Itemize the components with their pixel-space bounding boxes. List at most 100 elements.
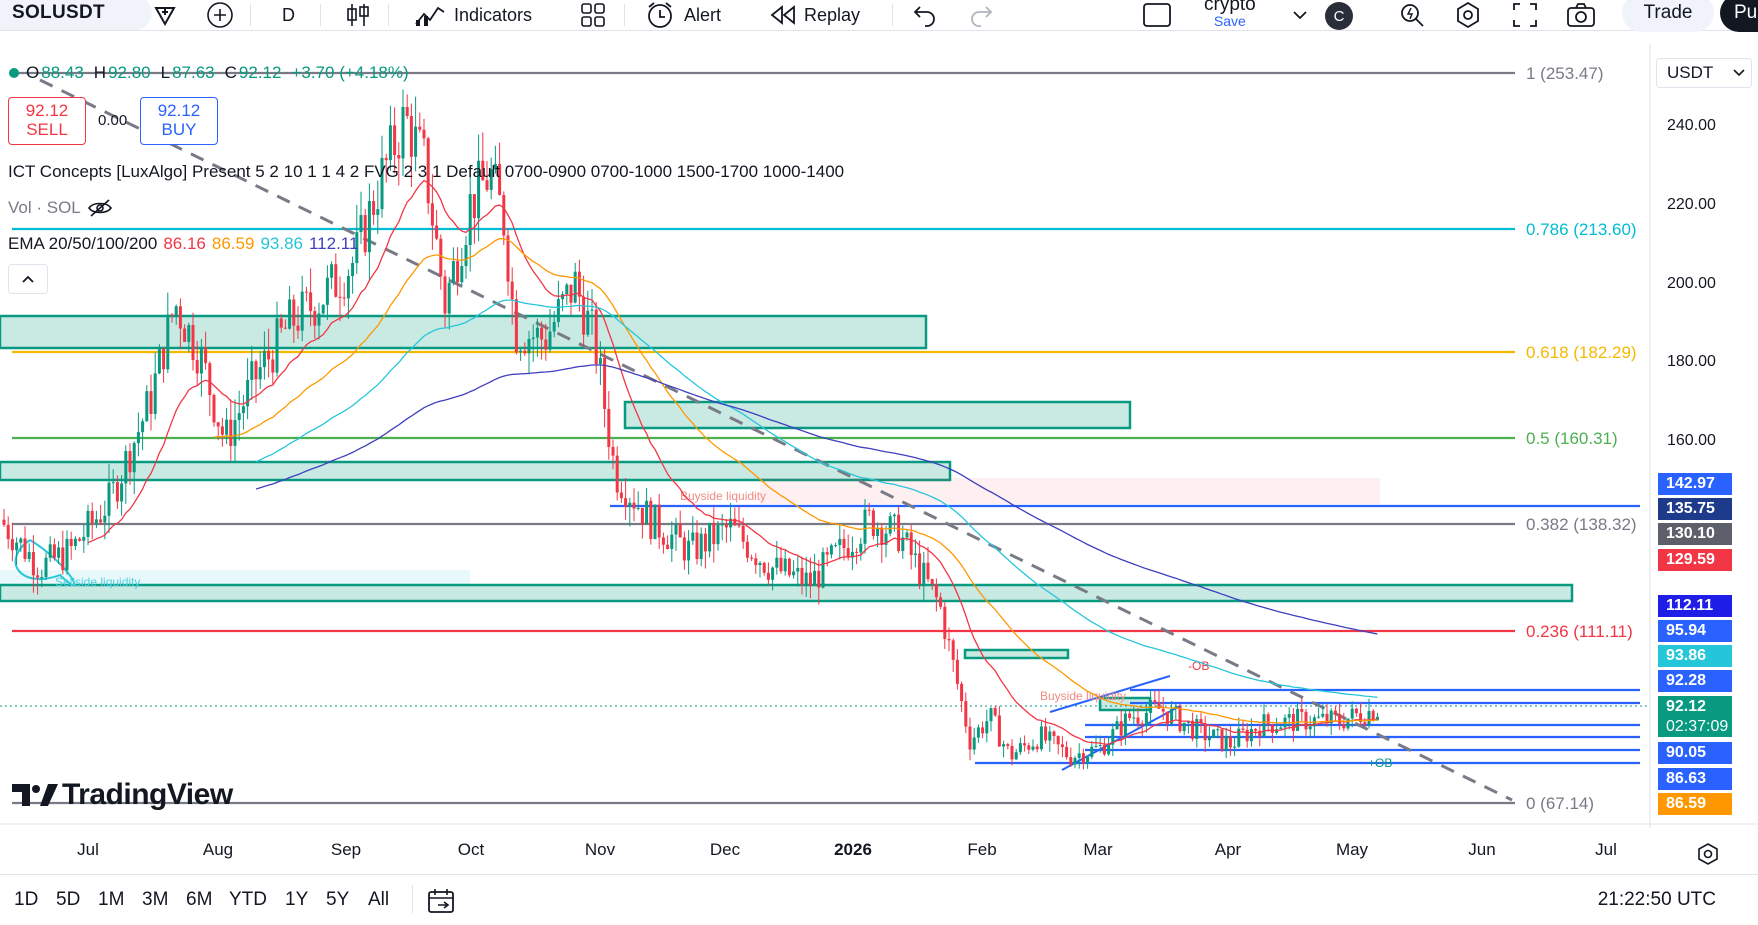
legend-collapse-button[interactable] bbox=[8, 264, 48, 294]
candle-body bbox=[913, 553, 917, 555]
candle-body bbox=[678, 523, 682, 538]
candle-body bbox=[157, 348, 161, 374]
candle-body bbox=[338, 296, 342, 298]
candle-body bbox=[1069, 757, 1073, 765]
candle-body bbox=[195, 360, 199, 374]
candle-body bbox=[1338, 714, 1342, 724]
range-1m-button[interactable]: 1M bbox=[98, 889, 125, 910]
range-3m-button[interactable]: 3M bbox=[142, 889, 169, 910]
goto-date-calendar-icon[interactable] bbox=[426, 887, 456, 920]
candle-body bbox=[918, 553, 922, 585]
eye-hidden-icon[interactable] bbox=[87, 198, 113, 218]
candle-body bbox=[128, 451, 132, 473]
trade-button[interactable]: Trade bbox=[1622, 0, 1714, 32]
candle-body bbox=[1304, 711, 1308, 730]
layout-name-button[interactable]: crypto Save bbox=[1204, 0, 1256, 28]
indicator-legend-ema[interactable]: EMA 20/50/100/200 86.16 86.59 93.86 112.… bbox=[8, 234, 358, 254]
range-1y-button[interactable]: 1Y bbox=[285, 889, 309, 910]
candle-body bbox=[384, 157, 388, 161]
time-axis-settings-icon[interactable] bbox=[1696, 842, 1720, 871]
candle-body bbox=[94, 519, 98, 524]
candle-body bbox=[1220, 729, 1224, 751]
low-label: L bbox=[160, 63, 171, 82]
change-value: +3.70 (+4.18%) bbox=[291, 63, 409, 82]
channel-line bbox=[1049, 675, 1171, 713]
chart-type-candles-icon[interactable] bbox=[346, 0, 370, 30]
quick-search-icon[interactable] bbox=[1398, 0, 1426, 30]
fullscreen-icon[interactable] bbox=[1512, 0, 1538, 30]
redo-icon[interactable] bbox=[968, 0, 994, 30]
candle-body bbox=[1018, 743, 1022, 753]
currency-select[interactable]: USDT bbox=[1656, 58, 1752, 88]
candle-body bbox=[682, 537, 686, 561]
candle-body bbox=[712, 522, 716, 545]
indicators-button[interactable]: Indicators bbox=[414, 0, 532, 30]
candle-body bbox=[363, 215, 367, 253]
undo-icon[interactable] bbox=[912, 0, 938, 30]
candle-body bbox=[1371, 710, 1375, 721]
range-all-button[interactable]: All bbox=[368, 889, 390, 910]
candle-body bbox=[1237, 728, 1241, 747]
candle-body bbox=[876, 527, 880, 537]
range-5d-button[interactable]: 5D bbox=[56, 889, 81, 910]
settings-gear-icon[interactable] bbox=[1454, 0, 1482, 30]
chevron-down-icon[interactable] bbox=[1292, 0, 1308, 30]
price-chart[interactable]: 1 (253.47) 0.786 (213.60) 0.618 (182.29) 0.… bbox=[0, 44, 1758, 828]
candle-body bbox=[372, 201, 376, 215]
candle-body bbox=[687, 540, 691, 561]
layout-square-icon[interactable] bbox=[1142, 0, 1172, 30]
candle-body bbox=[103, 515, 107, 523]
sellside-liquidity-label: Sellside liquidity bbox=[55, 575, 140, 589]
indicator-legend-volume[interactable]: Vol · SOL bbox=[8, 198, 113, 218]
sell-label: SELL bbox=[26, 120, 68, 139]
range-5y-button[interactable]: 5Y bbox=[326, 889, 350, 910]
sell-button[interactable]: 92.12 SELL bbox=[8, 97, 86, 145]
candle-body bbox=[1317, 716, 1321, 718]
publish-button[interactable]: Pu bbox=[1720, 0, 1758, 32]
candle-body bbox=[78, 538, 82, 541]
interval-button[interactable]: D bbox=[282, 0, 295, 30]
candle-body bbox=[65, 538, 69, 571]
bottom-toolbar: 1D 5D 1M 3M 6M YTD 1Y 5Y All 21:22:50 UT… bbox=[0, 874, 1758, 925]
candle-body bbox=[808, 572, 812, 586]
close-value: 92.12 bbox=[238, 63, 282, 82]
range-1d-button[interactable]: 1D bbox=[14, 889, 39, 910]
candle-body bbox=[745, 541, 749, 558]
candle-body bbox=[926, 562, 930, 580]
candle-body bbox=[813, 570, 817, 586]
candle-body bbox=[846, 548, 850, 558]
candle-body bbox=[115, 482, 119, 502]
range-ytd-button[interactable]: YTD bbox=[229, 889, 267, 910]
symbol-search-button[interactable]: SOLUSDT bbox=[0, 0, 152, 30]
candle-body bbox=[1128, 713, 1132, 719]
candle-body bbox=[292, 299, 296, 326]
candle-body bbox=[1329, 710, 1333, 724]
add-symbol-icon[interactable] bbox=[152, 0, 178, 30]
candle-body bbox=[246, 379, 250, 407]
indicator-legend-ict[interactable]: ICT Concepts [LuxAlgo] Present 5 2 10 1 … bbox=[8, 162, 844, 182]
candle-body bbox=[1212, 729, 1216, 738]
snapshot-camera-icon[interactable] bbox=[1566, 0, 1596, 30]
ema50-value: 86.59 bbox=[211, 234, 255, 253]
candle-body bbox=[10, 539, 14, 551]
buy-button[interactable]: 92.12 BUY bbox=[140, 97, 218, 145]
compare-plus-icon[interactable] bbox=[206, 0, 234, 30]
candle-body bbox=[1203, 723, 1207, 741]
replay-button[interactable]: Replay bbox=[768, 0, 860, 30]
templates-grid-icon[interactable] bbox=[580, 0, 606, 30]
candle-body bbox=[855, 551, 859, 553]
candle-body bbox=[645, 500, 649, 524]
candle-body bbox=[334, 264, 338, 297]
candle-body bbox=[825, 552, 829, 555]
candle-body bbox=[99, 519, 103, 523]
candle-body bbox=[598, 357, 602, 365]
range-6m-button[interactable]: 6M bbox=[186, 889, 213, 910]
candle-body bbox=[1245, 729, 1249, 742]
candle-body bbox=[607, 408, 611, 447]
candle-body bbox=[346, 276, 350, 299]
candle-body bbox=[506, 235, 510, 282]
alert-button[interactable]: Alert bbox=[646, 0, 721, 30]
utc-clock[interactable]: 21:22:50 UTC bbox=[1597, 889, 1716, 910]
candle-body bbox=[754, 558, 758, 566]
user-avatar[interactable]: C bbox=[1325, 2, 1353, 30]
